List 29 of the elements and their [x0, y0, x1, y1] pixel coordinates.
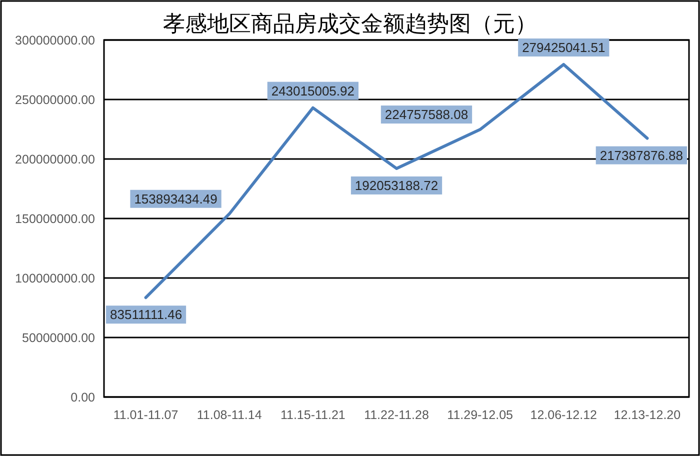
- x-tick-label: 11.08-11.14: [196, 408, 262, 422]
- data-label: 83511111.46: [110, 307, 182, 322]
- x-tick-label: 11.15-11.21: [280, 408, 346, 422]
- y-tick-label: 300000000.00: [15, 34, 95, 48]
- x-tick-label: 11.01-11.07: [113, 408, 178, 422]
- data-label: 153893434.49: [130, 190, 222, 208]
- title: 孝感地区商品房成交金额趋势图（元）: [163, 11, 537, 36]
- y-tick-label: 150000000.00: [15, 212, 95, 226]
- data-label: 279425041.51: [518, 38, 610, 56]
- x-tick-label: 11.22-11.28: [364, 408, 429, 422]
- data-label: 243015005.92: [267, 82, 358, 100]
- y-tick-label: 50000000.00: [22, 331, 95, 345]
- data-label: 224757588.08: [384, 107, 468, 122]
- data-label: 243015005.92: [271, 83, 355, 98]
- x-tick-label: 11.29-12.05: [447, 408, 513, 422]
- data-label: 192053188.72: [354, 178, 438, 193]
- y-tick-label: 0.00: [70, 390, 95, 404]
- data-label: 192053188.72: [350, 176, 442, 194]
- data-label: 279425041.51: [522, 40, 606, 55]
- data-label: 153893434.49: [134, 191, 218, 206]
- y-tick-label: 100000000.00: [15, 272, 95, 286]
- data-label: 224757588.08: [380, 106, 472, 124]
- x-tick-label: 12.06-12.12: [530, 408, 597, 422]
- data-label: 217387876.88: [600, 148, 683, 163]
- y-tick-label: 200000000.00: [15, 152, 95, 166]
- data-label: 217387876.88: [596, 146, 687, 164]
- data-label: 83511111.46: [106, 306, 186, 324]
- y-tick-label: 250000000.00: [15, 93, 95, 107]
- x-tick-label: 12.13-12.20: [614, 408, 681, 422]
